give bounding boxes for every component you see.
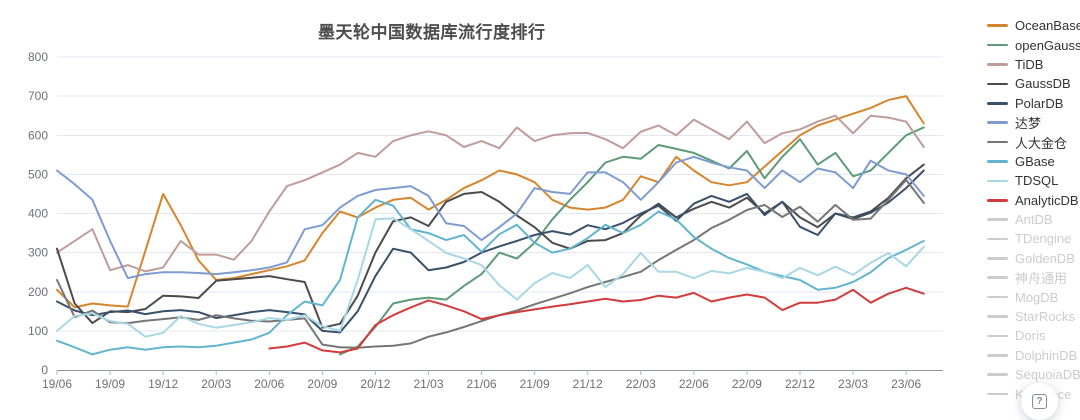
legend-item-Doris[interactable]: Doris	[987, 326, 1079, 345]
legend-swatch	[987, 179, 1008, 183]
legend-swatch	[987, 237, 1008, 241]
legend-swatch	[987, 101, 1008, 105]
legend-swatch	[987, 276, 1008, 280]
x-axis-label: 20/06	[254, 377, 284, 391]
legend-item-TiDB[interactable]: TiDB	[987, 55, 1079, 74]
y-axis-label: 400	[28, 207, 48, 221]
series-line-GBase	[56, 198, 925, 356]
legend-item-StarRocks[interactable]: StarRocks	[987, 307, 1079, 326]
x-axis-label: 19/12	[148, 377, 178, 391]
legend-label: openGauss	[1015, 37, 1080, 53]
legend-swatch	[987, 354, 1008, 357]
y-axis-label: 300	[28, 246, 48, 260]
legend: OceanBase openGauss TiDB GaussDB PolarDB 达梦人大…	[987, 16, 1080, 404]
legend-label: GoldenDB	[1015, 250, 1075, 266]
legend-label: TiDB	[1015, 56, 1044, 72]
legend-item-AnalyticDB[interactable]: AnalyticDB	[987, 191, 1079, 210]
legend-item-TDSQL[interactable]: TDSQL	[987, 171, 1079, 190]
x-axis-label: 21/12	[573, 377, 603, 391]
legend-item-AntDB[interactable]: AntDB	[987, 210, 1079, 229]
series-line-达梦	[56, 155, 925, 280]
legend-label: StarRocks	[1015, 309, 1075, 325]
x-axis-label: 22/12	[785, 377, 815, 391]
x-axis-label: 20/03	[201, 377, 231, 391]
series-line-TiDB	[56, 114, 925, 273]
legend-label: TDSQL	[1015, 173, 1059, 189]
y-axis-label: 0	[41, 363, 48, 377]
legend-swatch	[987, 198, 1008, 202]
legend-swatch	[987, 140, 1008, 144]
series-line-OceanBase	[56, 95, 925, 309]
legend-item-openGauss[interactable]: openGauss	[987, 35, 1080, 54]
y-axis-label: 600	[28, 128, 48, 142]
legend-item-OceanBase[interactable]: OceanBase	[987, 16, 1080, 35]
legend-label: TDengine	[1015, 231, 1072, 247]
series-line-PolarDB	[56, 169, 925, 334]
x-axis-label: 19/06	[42, 377, 72, 391]
x-axis-label: 23/06	[891, 377, 921, 391]
legend-item-GoldenDB[interactable]: GoldenDB	[987, 249, 1079, 268]
legend-item-TDengine[interactable]: TDengine	[987, 229, 1079, 248]
y-axis-label: 800	[28, 50, 48, 64]
legend-label: MogDB	[1015, 289, 1059, 305]
legend-swatch	[987, 334, 1008, 338]
legend-swatch	[987, 63, 1008, 66]
legend-item-SequoiaDB[interactable]: SequoiaDB	[987, 365, 1080, 384]
legend-swatch	[987, 218, 1008, 221]
x-axis-label: 23/03	[838, 377, 868, 391]
legend-label: 达梦	[1015, 116, 1042, 132]
x-axis-label: 22/09	[732, 377, 762, 391]
x-axis-label: 22/03	[626, 377, 656, 391]
series-line-TDSQL	[56, 217, 925, 338]
legend-swatch	[987, 257, 1008, 260]
help-button[interactable]: ?	[1021, 383, 1058, 420]
legend-label: Doris	[1015, 328, 1046, 344]
legend-label: GaussDB	[1015, 76, 1071, 92]
x-axis-label: 20/12	[360, 377, 390, 391]
y-axis-label: 700	[28, 89, 48, 103]
legend-item-GaussDB[interactable]: GaussDB	[987, 74, 1079, 93]
legend-label: DolphinDB	[1015, 347, 1078, 363]
legend-label: 神舟通用	[1015, 271, 1068, 287]
legend-label: AntDB	[1015, 212, 1053, 228]
chart-title: 墨天轮中国数据库流行度排行	[318, 23, 546, 42]
legend-swatch	[987, 315, 1008, 318]
series-line-AnalyticDB	[268, 286, 925, 354]
legend-swatch	[987, 392, 1008, 396]
x-axis-label: 22/06	[679, 377, 709, 391]
legend-swatch	[987, 43, 1008, 47]
legend-swatch	[987, 82, 1008, 86]
legend-label: SequoiaDB	[1015, 367, 1080, 383]
legend-swatch	[987, 295, 1008, 299]
x-axis-label: 21/03	[413, 377, 443, 391]
x-axis-label: 21/09	[520, 377, 550, 391]
y-axis-label: 100	[28, 324, 48, 338]
legend-swatch	[987, 24, 1008, 27]
y-axis-label: 500	[28, 167, 48, 181]
legend-swatch	[987, 373, 1008, 377]
x-axis-label: 21/06	[467, 377, 497, 391]
series-line-openGauss	[339, 126, 925, 356]
question-mark-icon: ?	[1032, 394, 1047, 409]
legend-swatch	[987, 160, 1008, 163]
legend-item-MogDB[interactable]: MogDB	[987, 287, 1079, 306]
legend-item-人大金仓[interactable]: 人大金仓	[987, 132, 1079, 151]
legend-item-神舟通用[interactable]: 神舟通用	[987, 268, 1079, 287]
legend-item-DolphinDB[interactable]: DolphinDB	[987, 346, 1079, 365]
y-axis-label: 200	[28, 285, 48, 299]
legend-label: PolarDB	[1015, 95, 1064, 111]
legend-swatch	[987, 121, 1008, 124]
x-axis-label: 20/09	[307, 377, 337, 391]
legend-label: OceanBase	[1015, 18, 1080, 34]
legend-label: 人大金仓	[1015, 135, 1068, 151]
legend-label: AnalyticDB	[1015, 192, 1079, 208]
legend-item-GBase[interactable]: GBase	[987, 152, 1079, 171]
legend-item-PolarDB[interactable]: PolarDB	[987, 94, 1079, 113]
legend-label: GBase	[1015, 153, 1055, 169]
x-axis-label: 19/09	[95, 377, 125, 391]
legend-item-达梦[interactable]: 达梦	[987, 113, 1079, 132]
